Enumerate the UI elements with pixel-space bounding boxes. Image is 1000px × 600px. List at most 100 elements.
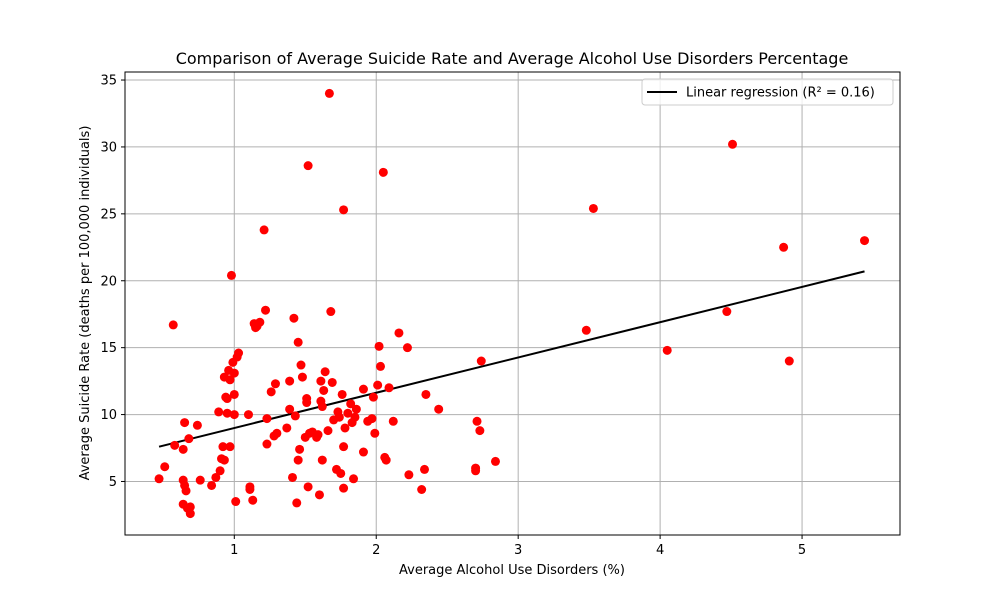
- data-point: [352, 405, 361, 414]
- data-point: [180, 418, 189, 427]
- data-point: [186, 509, 195, 518]
- data-point: [230, 410, 239, 419]
- x-tick-label: 2: [372, 543, 380, 558]
- data-point: [370, 429, 379, 438]
- data-point: [350, 413, 359, 422]
- data-point: [170, 441, 179, 450]
- data-point: [404, 470, 413, 479]
- data-point: [226, 442, 235, 451]
- data-point: [367, 414, 376, 423]
- data-point: [323, 426, 332, 435]
- data-point: [375, 342, 384, 351]
- data-point: [285, 377, 294, 386]
- data-point: [182, 486, 191, 495]
- data-point: [216, 466, 225, 475]
- data-point: [475, 426, 484, 435]
- data-point: [473, 417, 482, 426]
- data-point: [369, 393, 378, 402]
- data-point: [291, 411, 300, 420]
- legend: Linear regression (R² = 0.16): [642, 79, 893, 105]
- data-point: [231, 497, 240, 506]
- data-point: [471, 464, 480, 473]
- data-point: [339, 205, 348, 214]
- data-point: [282, 423, 291, 432]
- data-point: [230, 369, 239, 378]
- data-point: [184, 434, 193, 443]
- data-point: [434, 405, 443, 414]
- data-point: [196, 476, 205, 485]
- chart-title: Comparison of Average Suicide Rate and A…: [176, 49, 849, 68]
- data-point: [297, 361, 306, 370]
- data-point: [193, 421, 202, 430]
- data-point: [663, 346, 672, 355]
- data-point: [292, 498, 301, 507]
- data-point: [860, 236, 869, 245]
- data-point: [421, 390, 430, 399]
- data-point: [339, 442, 348, 451]
- data-point: [272, 429, 281, 438]
- data-point: [304, 161, 313, 170]
- y-tick-label: 20: [100, 274, 117, 289]
- data-point: [385, 383, 394, 392]
- data-point: [261, 306, 270, 315]
- data-point: [582, 326, 591, 335]
- x-tick-label: 1: [230, 543, 238, 558]
- data-point: [325, 89, 334, 98]
- data-point: [319, 386, 328, 395]
- data-point: [341, 423, 350, 432]
- legend-label: Linear regression (R² = 0.16): [686, 86, 875, 101]
- data-point: [295, 445, 304, 454]
- data-point: [267, 387, 276, 396]
- data-point: [262, 414, 271, 423]
- data-point: [589, 204, 598, 213]
- data-point: [326, 307, 335, 316]
- y-tick-label: 30: [100, 140, 117, 155]
- data-point: [417, 485, 426, 494]
- data-point: [373, 381, 382, 390]
- data-point: [779, 243, 788, 252]
- data-point: [302, 394, 311, 403]
- data-point: [294, 456, 303, 465]
- data-point: [349, 474, 358, 483]
- data-point: [321, 367, 330, 376]
- x-tick-label: 3: [514, 543, 522, 558]
- data-point: [316, 377, 325, 386]
- data-point: [262, 440, 271, 449]
- data-point: [389, 417, 398, 426]
- data-point: [382, 456, 391, 465]
- data-point: [289, 314, 298, 323]
- data-point: [179, 445, 188, 454]
- data-point: [245, 485, 254, 494]
- data-point: [207, 481, 216, 490]
- data-point: [248, 496, 257, 505]
- data-point: [271, 379, 280, 388]
- data-point: [169, 320, 178, 329]
- data-point: [728, 140, 737, 149]
- x-tick-label: 4: [656, 543, 664, 558]
- x-tick-label: 5: [798, 543, 806, 558]
- data-point: [477, 357, 486, 366]
- data-point: [339, 484, 348, 493]
- data-point: [255, 318, 264, 327]
- data-point: [214, 407, 223, 416]
- data-point: [155, 474, 164, 483]
- y-tick-label: 35: [100, 74, 117, 89]
- data-point: [403, 343, 412, 352]
- data-point: [314, 430, 323, 439]
- data-point: [220, 456, 229, 465]
- data-point: [304, 482, 313, 491]
- data-point: [394, 328, 403, 337]
- data-point: [722, 307, 731, 316]
- data-point: [336, 469, 345, 478]
- data-point: [234, 349, 243, 358]
- data-point: [160, 462, 169, 471]
- data-point: [420, 465, 429, 474]
- data-point: [318, 402, 327, 411]
- data-point: [376, 362, 385, 371]
- data-point: [244, 410, 253, 419]
- y-axis-title: Average Suicide Rate (deaths per 100,000…: [78, 126, 93, 481]
- y-tick-label: 10: [100, 408, 117, 423]
- data-point: [491, 457, 500, 466]
- data-point: [785, 357, 794, 366]
